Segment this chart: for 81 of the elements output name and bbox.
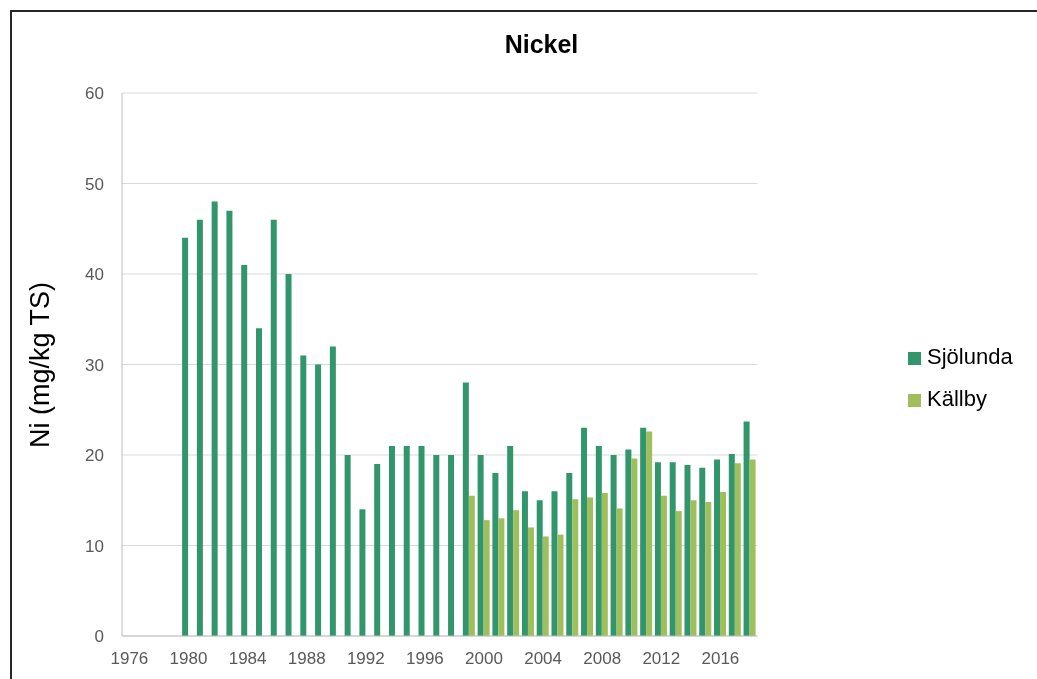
bar (660, 495, 667, 636)
x-tick-label: 1980 (169, 649, 208, 669)
x-tick-label: 2016 (701, 649, 740, 669)
y-tick-label: 10 (85, 536, 104, 556)
legend-label: Sjölunda (927, 344, 1013, 369)
bar (211, 201, 218, 636)
bar (513, 510, 520, 636)
bar (388, 445, 395, 636)
bar (477, 455, 484, 636)
x-tick-label: 1988 (287, 649, 326, 669)
bar (182, 237, 189, 636)
x-tick-label: 1976 (110, 649, 149, 669)
bar (285, 274, 292, 636)
bar (255, 328, 262, 636)
bar (241, 264, 248, 636)
y-tick-label: 60 (85, 84, 104, 104)
bar (625, 449, 632, 636)
x-tick-label: 1992 (346, 649, 385, 669)
bar (462, 382, 469, 636)
x-tick-label: 2012 (642, 649, 681, 669)
bar (536, 500, 543, 636)
x-tick-label: 1996 (405, 649, 444, 669)
y-tick-label: 20 (85, 446, 104, 466)
bar (734, 463, 741, 636)
bar (675, 511, 682, 636)
bar (595, 445, 602, 636)
bar (374, 464, 381, 636)
bar (521, 491, 528, 636)
bar (669, 462, 676, 636)
bar (720, 492, 727, 636)
bar (714, 459, 721, 636)
bar (483, 520, 490, 636)
chart-title: Nickel (503, 30, 580, 59)
y-tick-label: 0 (94, 627, 104, 647)
bar (329, 346, 336, 636)
bar (300, 355, 307, 636)
bar (270, 219, 277, 636)
bar (468, 495, 475, 636)
bar (557, 534, 564, 636)
bar (699, 467, 706, 636)
bar (542, 536, 549, 636)
bar (527, 527, 534, 636)
bar (498, 518, 505, 636)
bar (610, 455, 617, 636)
bar (749, 459, 756, 636)
bar (581, 427, 588, 636)
bar (690, 500, 697, 636)
bar (646, 431, 653, 636)
bar (654, 462, 661, 636)
bar (566, 473, 573, 636)
bar (315, 364, 322, 636)
bar (616, 508, 623, 636)
y-tick-label: 30 (85, 355, 104, 375)
bar (344, 455, 351, 636)
x-tick-label: 2008 (583, 649, 622, 669)
bar (507, 445, 514, 636)
bar (684, 464, 691, 636)
bar (418, 445, 425, 636)
legend-label: Källby (927, 386, 987, 411)
bar (728, 454, 735, 636)
bar (226, 210, 233, 636)
bar (587, 497, 594, 636)
bar (640, 427, 647, 636)
bar (359, 509, 366, 636)
bar (572, 499, 579, 636)
bar (448, 455, 455, 636)
bar (601, 493, 608, 636)
bar (631, 458, 638, 636)
y-axis-title: Ni (mg/kg TS) (24, 281, 56, 448)
bar (551, 491, 558, 636)
bar (743, 421, 750, 636)
bar (705, 502, 712, 636)
y-tick-label: 50 (85, 174, 104, 194)
bar (433, 455, 440, 636)
bar (403, 445, 410, 636)
x-tick-label: 2004 (524, 649, 563, 669)
bar (196, 219, 203, 636)
x-tick-label: 2000 (465, 649, 503, 669)
y-tick-label: 40 (85, 265, 104, 285)
x-tick-label: 1984 (228, 649, 267, 669)
bar (492, 473, 499, 636)
